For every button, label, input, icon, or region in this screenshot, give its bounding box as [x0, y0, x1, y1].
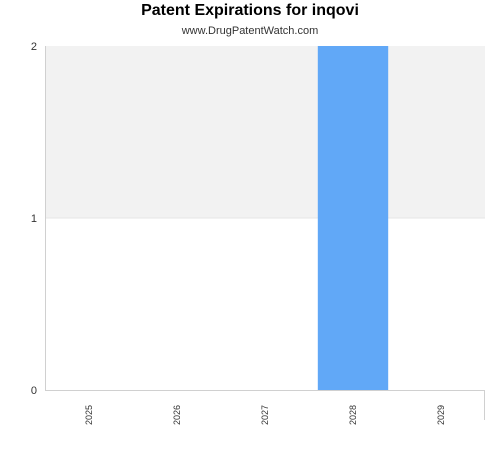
y-tick-label: 0 [31, 385, 37, 397]
bar-2028 [318, 46, 388, 390]
grid-band [45, 46, 485, 218]
y-ticks-group: 0 1 2 [31, 41, 37, 397]
bars-group [318, 46, 388, 390]
x-tick-label: 2028 [348, 405, 358, 425]
y-tick-label: 1 [31, 213, 37, 225]
x-ticks-group: 2025 2026 2027 2028 2029 [84, 405, 446, 425]
x-tick-label: 2027 [260, 405, 270, 425]
x-tick-label: 2026 [172, 405, 182, 425]
x-tick-label: 2029 [436, 405, 446, 425]
y-tick-label: 2 [31, 41, 37, 53]
plot-area [45, 46, 485, 390]
x-tick-label: 2025 [84, 405, 94, 425]
